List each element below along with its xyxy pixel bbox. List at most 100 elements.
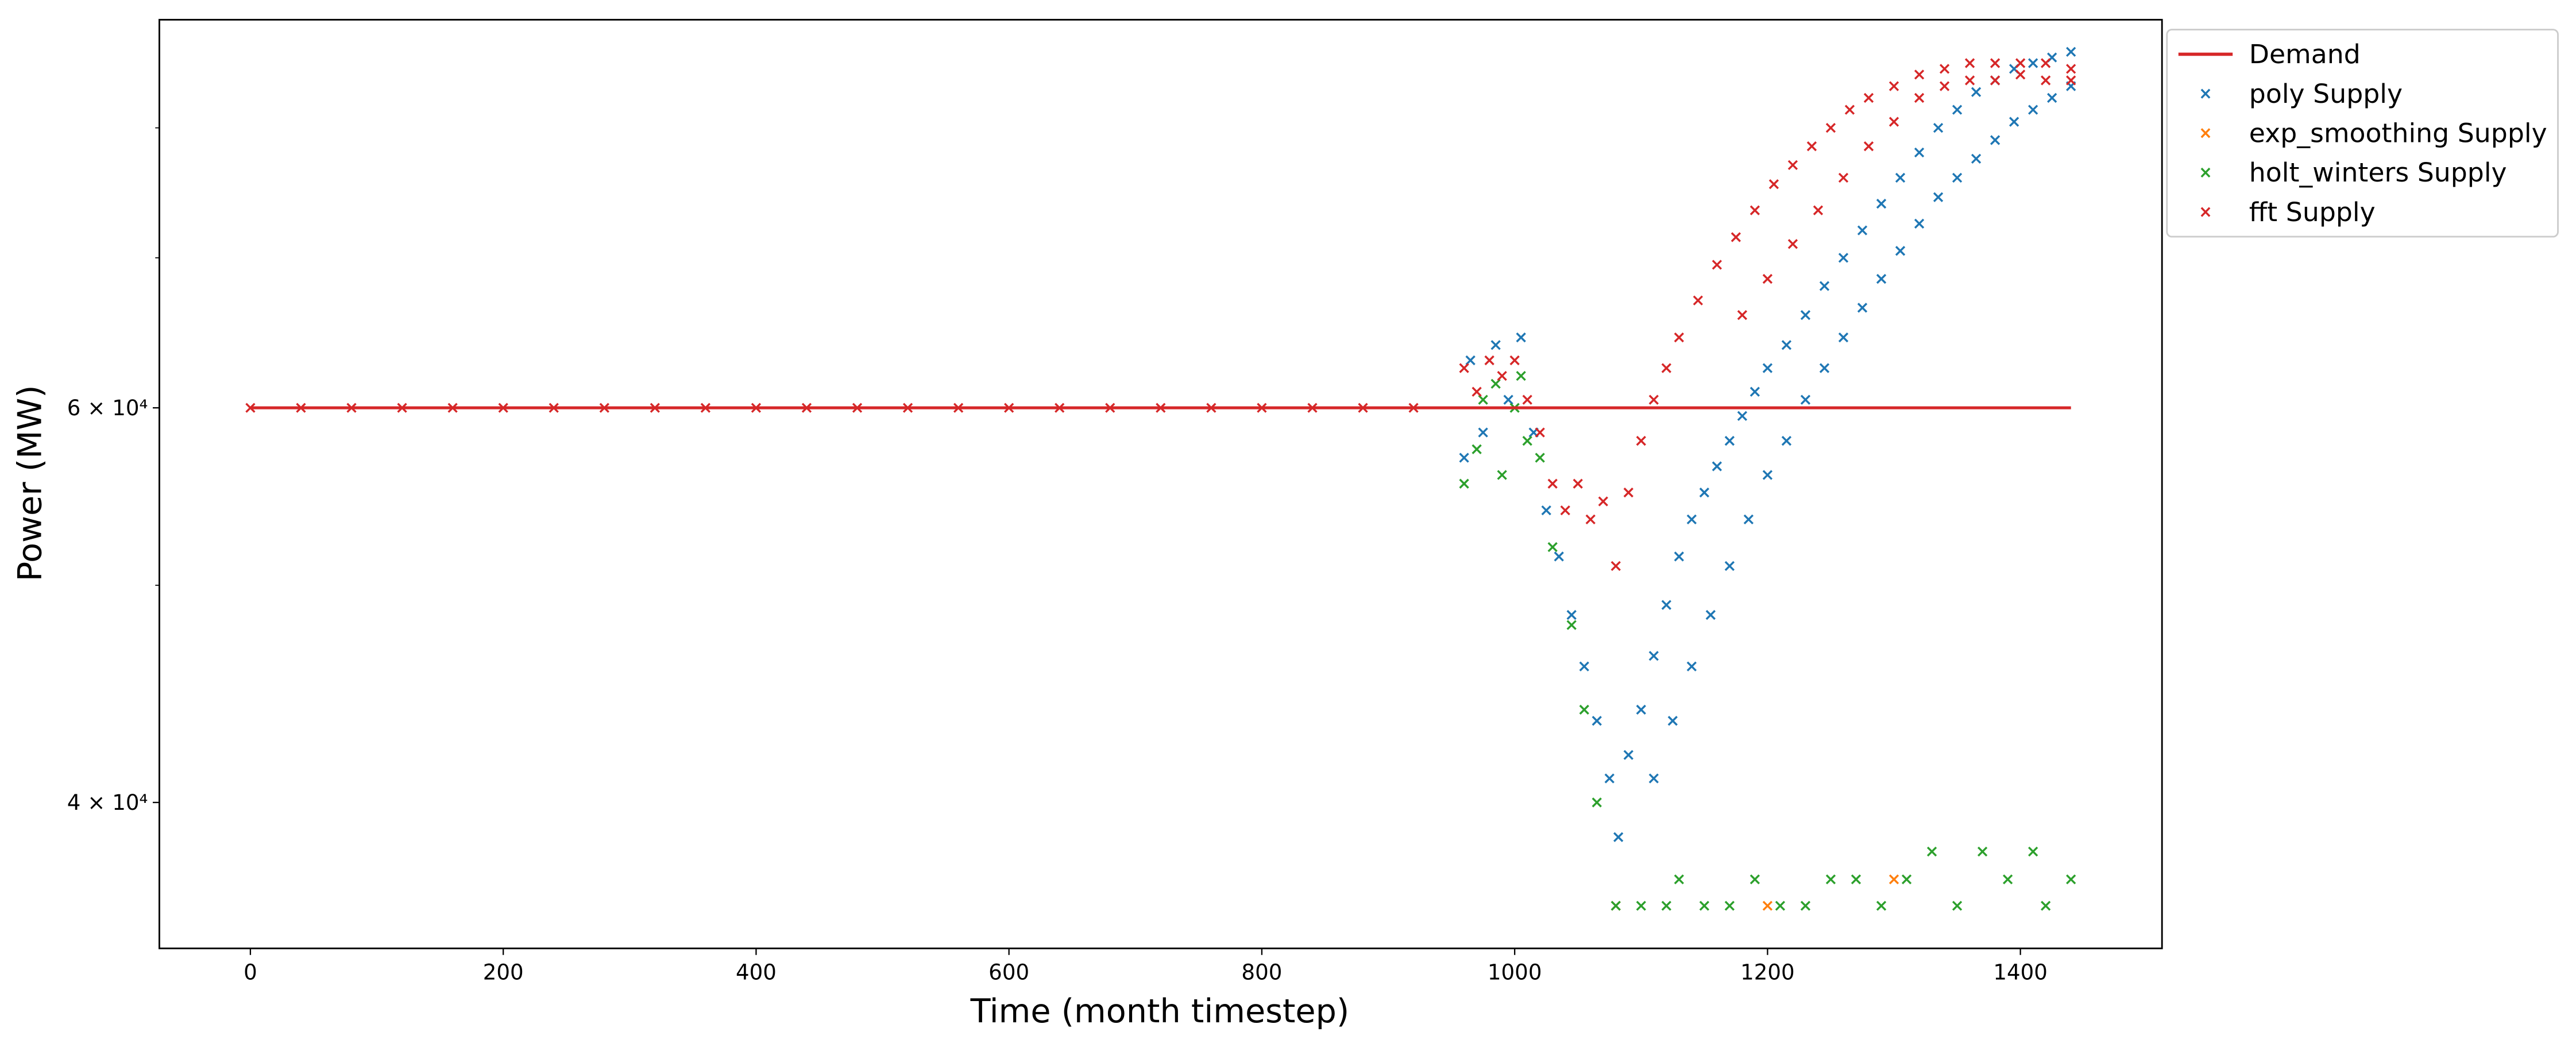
supply-point [1876, 199, 1887, 209]
supply-point [1914, 218, 1925, 229]
supply-point [1516, 332, 1526, 343]
supply-point [1648, 651, 1659, 661]
supply-point [1775, 901, 1786, 911]
supply-point [1566, 620, 1577, 630]
legend-swatch [2200, 128, 2211, 138]
supply-point [1598, 496, 1608, 507]
x-tick-label: 200 [483, 960, 524, 985]
supply-point [1914, 92, 1925, 103]
supply-point [1819, 281, 1830, 291]
supply-point [1781, 340, 1792, 350]
supply-point [1844, 105, 1855, 115]
supply-point [1472, 444, 1482, 454]
supply-point [1585, 514, 1596, 525]
supply-point [1623, 487, 1633, 498]
y-axis-label: Power (MW) [11, 385, 49, 581]
supply-point [1592, 716, 1602, 726]
supply-point [1952, 172, 1963, 183]
supply-point [1914, 69, 1925, 80]
supply-point [2015, 58, 2026, 68]
supply-point [1952, 105, 1963, 115]
supply-point [1661, 600, 1671, 610]
supply-point [1737, 411, 1748, 421]
supply-point [1838, 253, 1849, 263]
x-tick-label: 1000 [1488, 960, 1542, 985]
supply-point [1964, 75, 1975, 86]
supply-point [1535, 427, 1545, 438]
supply-point [1749, 874, 1760, 884]
supply-point [1490, 340, 1501, 350]
supply-point [1876, 901, 1887, 911]
supply-point [1497, 370, 1507, 381]
supply-point [1490, 378, 1501, 389]
supply-point [1762, 470, 1773, 480]
supply-point [2041, 75, 2051, 86]
legend-swatch [2200, 207, 2211, 217]
supply-point [1699, 901, 1710, 911]
supply-point [1825, 874, 1836, 884]
supply-point [1459, 453, 1469, 463]
supply-point [1990, 58, 2000, 68]
supply-point [245, 403, 256, 413]
supply-point [1838, 172, 1849, 183]
supply-point [1857, 225, 1868, 235]
supply-point [1800, 395, 1811, 405]
x-axis-label: Time (month timestep) [970, 992, 1350, 1030]
x-tick-label: 1200 [1740, 960, 1795, 985]
supply-point [1838, 332, 1849, 343]
supply-point [1724, 901, 1735, 911]
supply-point [2047, 92, 2057, 103]
x-tick-label: 800 [1241, 960, 1282, 985]
supply-point [1888, 117, 1899, 127]
supply-point [1819, 363, 1830, 373]
supply-point [1939, 81, 1950, 91]
supply-point [1768, 179, 1779, 190]
supply-point [1503, 395, 1513, 405]
supply-point [1648, 395, 1659, 405]
supply-point [1459, 363, 1469, 373]
plot-frame [159, 18, 2163, 949]
supply-point [1888, 81, 1899, 91]
supply-point [1825, 122, 1836, 133]
supply-point [2028, 847, 2038, 857]
supply-point [1737, 310, 1748, 320]
supply-point [1800, 901, 1811, 911]
supply-point [1541, 505, 1551, 516]
supply-point [1964, 58, 1975, 68]
supply-point [1895, 246, 1906, 256]
supply-point [1459, 478, 1469, 489]
x-tick-label: 1400 [1993, 960, 2048, 985]
supply-point [1592, 797, 1602, 808]
supply-point [1636, 901, 1646, 911]
supply-point [2066, 874, 2076, 884]
supply-point [1952, 901, 1963, 911]
y-tick-label: 4 × 10⁴ [67, 790, 148, 815]
legend-swatch [2200, 167, 2211, 178]
legend-swatch [2200, 88, 2211, 99]
supply-point [1990, 75, 2000, 86]
supply-point [1613, 832, 1624, 843]
supply-point [1611, 901, 1621, 911]
supply-point [1863, 92, 1874, 103]
supply-point [1674, 551, 1684, 562]
supply-point [2041, 901, 2051, 911]
supply-point [1509, 355, 1520, 366]
supply-point [2015, 69, 2026, 80]
supply-point [1522, 435, 1532, 446]
x-tick-label: 0 [244, 960, 257, 985]
supply-point [1762, 363, 1773, 373]
supply-point [1781, 435, 1792, 446]
legend-box [2166, 29, 2559, 238]
supply-point [1547, 478, 1558, 489]
supply-point [1522, 395, 1532, 405]
supply-point [1863, 141, 1874, 152]
supply-point [1806, 141, 1817, 152]
supply-point [1604, 773, 1615, 783]
supply-point [2028, 105, 2038, 115]
supply-point [2041, 58, 2051, 68]
supply-point [1712, 461, 1723, 472]
supply-point [1573, 478, 1583, 489]
legend-label: Demand [2249, 39, 2361, 69]
supply-point [1699, 487, 1710, 498]
